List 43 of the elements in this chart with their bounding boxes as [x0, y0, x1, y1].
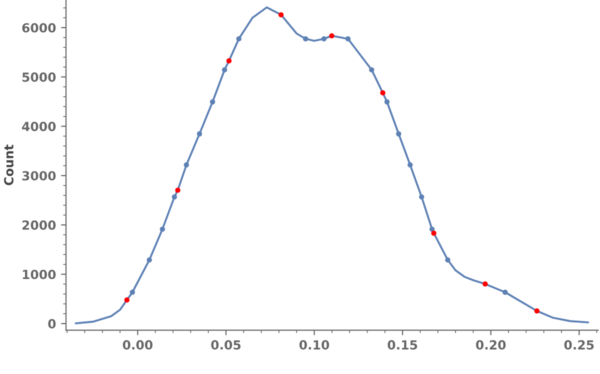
point — [226, 58, 232, 64]
y-tick-label: 1000 — [22, 270, 56, 280]
y-tick-label: 5000 — [22, 72, 56, 82]
point — [278, 12, 284, 18]
line-series — [74, 6, 589, 324]
point — [160, 226, 166, 232]
x-tick-label: 0.00 — [122, 340, 153, 350]
x-tick-label: 0.05 — [211, 340, 241, 350]
point — [146, 257, 152, 263]
point — [210, 99, 216, 104]
point — [408, 162, 413, 168]
point — [222, 67, 228, 72]
point — [345, 36, 351, 42]
point — [369, 67, 374, 72]
x-tick-label: 0.20 — [476, 340, 506, 350]
point — [175, 188, 180, 193]
y-tick-label: 2000 — [22, 220, 56, 230]
y-axis-title: Count — [4, 144, 14, 186]
x-tick-label: 0.25 — [564, 340, 594, 350]
point — [130, 290, 135, 295]
point — [482, 281, 488, 287]
x-tick-label: 0.15 — [388, 340, 418, 350]
point — [445, 257, 450, 263]
y-tick-label: 3000 — [22, 171, 56, 181]
point — [172, 194, 178, 200]
y-tick-label: 0 — [48, 319, 56, 329]
point — [431, 230, 436, 236]
x-tick-label: 0.10 — [299, 340, 330, 350]
point — [196, 131, 202, 136]
point — [321, 36, 327, 42]
y-tick-label: 6000 — [22, 23, 56, 33]
point — [124, 297, 130, 303]
point — [502, 290, 508, 295]
point — [236, 36, 242, 42]
point — [303, 36, 308, 42]
point — [329, 33, 334, 38]
point — [534, 308, 540, 314]
point — [184, 162, 190, 168]
point — [384, 99, 390, 104]
point — [419, 194, 424, 200]
point — [396, 131, 402, 136]
point — [380, 90, 386, 96]
y-tick-label: 4000 — [22, 122, 56, 132]
